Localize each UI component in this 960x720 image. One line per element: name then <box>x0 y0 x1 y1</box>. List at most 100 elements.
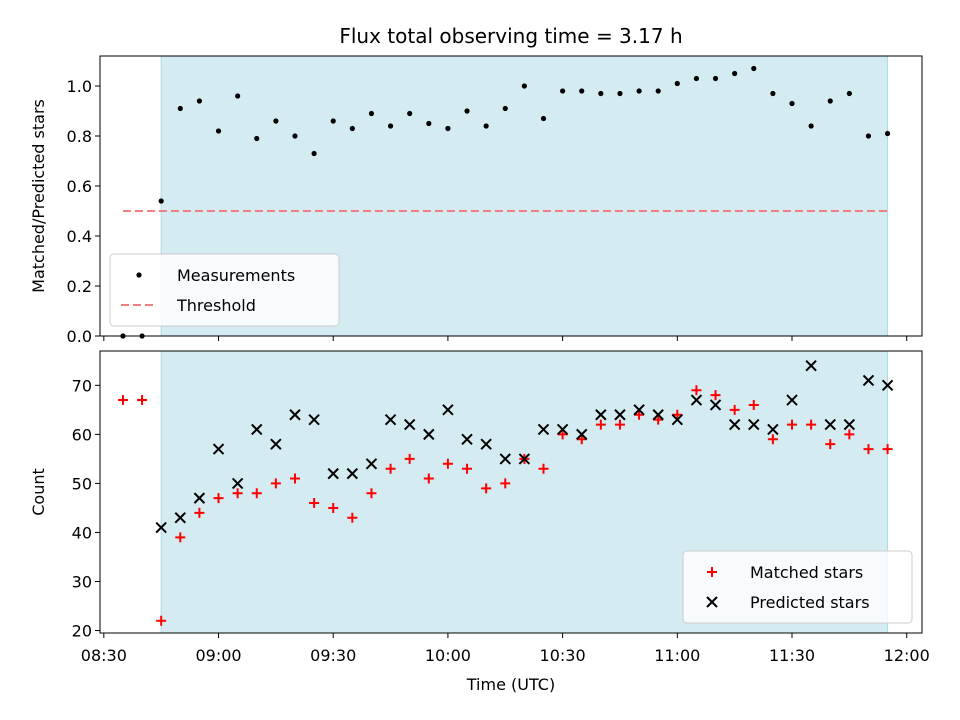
data-point <box>787 419 798 430</box>
y-tick-label: 1.0 <box>67 77 92 96</box>
data-point <box>117 395 128 406</box>
data-point <box>709 399 722 411</box>
data-point <box>863 444 874 455</box>
count-panel: 20 30 40 50 60 70 08:30 09:00 09:30 10:00 10:30 11:… <box>29 350 930 665</box>
data-point <box>808 123 814 129</box>
data-point <box>273 118 279 124</box>
y-tick-label: 30 <box>72 573 92 592</box>
data-point <box>614 409 626 421</box>
legend-label: Matched stars <box>750 563 863 582</box>
data-point <box>464 108 470 114</box>
data-point <box>174 512 186 524</box>
data-point <box>480 438 492 450</box>
data-point <box>385 463 396 474</box>
data-point <box>576 434 587 445</box>
data-point <box>653 414 664 425</box>
legend-marker <box>707 567 717 577</box>
data-point <box>384 413 397 426</box>
data-point <box>483 123 489 129</box>
data-point <box>652 409 664 421</box>
data-point <box>674 80 680 87</box>
data-point <box>328 502 339 513</box>
data-point <box>423 473 434 484</box>
legend-marker <box>706 596 718 608</box>
data-point <box>728 418 741 431</box>
data-point <box>426 120 432 127</box>
data-point <box>690 394 703 406</box>
data-point <box>825 439 836 450</box>
data-point <box>309 498 320 509</box>
data-point <box>560 88 566 94</box>
y-axis-label: Matched/Predicted stars <box>29 99 48 293</box>
data-point <box>158 198 164 204</box>
data-point <box>481 483 492 494</box>
data-point <box>194 507 205 518</box>
data-point <box>636 88 642 94</box>
axes-frame <box>99 55 923 337</box>
data-point <box>691 385 702 396</box>
y-tick-label: 0.8 <box>67 127 92 146</box>
data-point <box>251 488 262 499</box>
y-tick-label: 0.0 <box>67 327 92 346</box>
data-point <box>789 100 795 107</box>
data-point <box>617 90 623 97</box>
data-point <box>521 83 527 89</box>
data-point <box>196 98 203 104</box>
data-point <box>213 493 224 504</box>
data-point <box>748 399 759 410</box>
data-point <box>404 453 415 464</box>
data-point <box>327 467 339 480</box>
legend-box <box>109 253 340 327</box>
data-point <box>232 488 243 499</box>
data-point <box>445 125 451 132</box>
x-tick-label: 10:00 <box>425 646 471 665</box>
data-point <box>655 88 661 94</box>
data-point <box>557 429 568 440</box>
legend-box <box>682 550 913 624</box>
data-point <box>212 443 225 455</box>
data-point <box>693 75 700 82</box>
x-tick-label: 08:30 <box>81 646 127 665</box>
legend-label: Measurements <box>177 266 295 285</box>
y-tick-label: 0.4 <box>67 227 92 246</box>
series-matched-stars <box>117 385 893 626</box>
legend: Matched stars Predicted stars <box>682 550 913 624</box>
data-point <box>767 423 779 436</box>
data-point <box>193 492 206 504</box>
data-point <box>862 374 875 387</box>
data-point <box>576 428 588 441</box>
data-point <box>786 394 798 406</box>
data-point <box>844 429 855 440</box>
data-point <box>538 463 549 474</box>
legend-label: Threshold <box>176 296 256 315</box>
data-point <box>155 521 167 534</box>
data-point <box>846 90 852 97</box>
data-point <box>751 65 757 72</box>
data-point <box>579 88 585 94</box>
data-point <box>824 418 836 431</box>
data-point <box>540 115 547 122</box>
data-point <box>270 478 281 489</box>
data-point <box>289 409 301 421</box>
legend: Measurements Threshold <box>109 253 340 327</box>
data-point <box>633 404 645 416</box>
data-point <box>366 488 377 499</box>
data-point <box>311 150 317 157</box>
data-point <box>827 98 833 104</box>
legend-label: Predicted stars <box>750 593 870 612</box>
ratio-panel: 0.0 0.2 0.4 0.6 0.8 1.0 Matched/Predicted star… <box>29 55 923 346</box>
data-point <box>598 90 604 97</box>
data-point <box>137 395 148 406</box>
data-point <box>767 434 778 445</box>
y-tick-label: 70 <box>72 376 92 395</box>
data-point <box>461 433 473 445</box>
data-point <box>805 360 817 372</box>
data-point <box>365 458 378 470</box>
data-point <box>729 404 740 415</box>
data-point <box>556 423 569 436</box>
axes-frame <box>99 350 923 634</box>
data-point <box>634 409 645 420</box>
x-tick-label: 09:30 <box>310 646 356 665</box>
data-point <box>865 133 872 139</box>
data-point <box>748 418 760 431</box>
